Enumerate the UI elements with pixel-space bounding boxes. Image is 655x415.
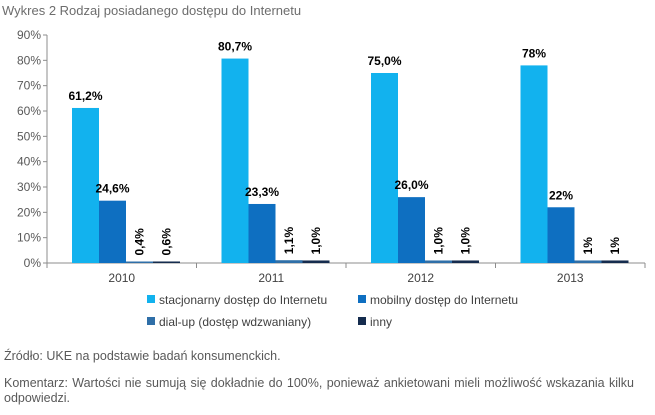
chart-legend: stacjonarny dostęp do Internetu mobilny d… <box>147 293 518 329</box>
bar <box>398 197 425 263</box>
bar <box>302 260 330 263</box>
bar <box>99 200 126 263</box>
y-tick-label: 50% <box>17 129 41 143</box>
x-category-label: 2012 <box>407 271 434 285</box>
bar <box>275 260 303 263</box>
bar <box>520 65 548 264</box>
bar <box>425 260 452 263</box>
bar <box>371 73 398 263</box>
data-label: 1,0% <box>459 227 473 255</box>
y-tick-label: 40% <box>17 155 41 169</box>
data-label: 75,0% <box>367 54 401 68</box>
y-tick-label: 20% <box>17 205 41 219</box>
bar <box>601 260 629 263</box>
y-tick-label: 30% <box>17 180 41 194</box>
y-tick-label: 60% <box>17 104 41 118</box>
data-label: 0,6% <box>160 228 174 256</box>
comment-note: Komentarz: Wartości nie sumują się dokła… <box>4 376 634 405</box>
data-label: 1,0% <box>432 227 446 255</box>
source-note: Źródło: UKE na podstawie badań konsumenc… <box>4 349 281 363</box>
bar <box>452 260 479 263</box>
legend-swatch <box>147 317 155 325</box>
y-tick-label: 0% <box>24 256 42 270</box>
data-label: 78% <box>522 46 546 60</box>
legend-swatch <box>358 295 366 303</box>
data-label: 0,4% <box>133 228 147 256</box>
y-tick-label: 80% <box>17 53 41 67</box>
chart-title: Wykres 2 Rodzaj posiadanego dostępu do I… <box>2 3 302 18</box>
data-label: 22% <box>549 188 573 202</box>
y-tick-label: 90% <box>17 28 41 42</box>
legend-label: stacjonarny dostęp do Internetu <box>159 293 327 307</box>
y-tick-label: 10% <box>17 231 41 245</box>
x-category-label: 2011 <box>258 271 284 285</box>
chart-data-labels: 61,2% 24,6% 0,4% 0,6% 80,7% 23,3% 1,1% 1,0% 75,0… <box>68 40 622 256</box>
chart-axes: 0% 10% 20% 30% 40% 50% 60% 70% 80% 90% 2010 2011 201… <box>17 28 646 285</box>
bar <box>153 261 180 263</box>
legend-swatch <box>147 295 155 303</box>
x-category-label: 2010 <box>108 271 135 285</box>
bar <box>221 58 249 264</box>
data-label: 26,0% <box>394 178 428 192</box>
x-category-label: 2013 <box>557 271 584 285</box>
data-label: 23,3% <box>245 185 279 199</box>
legend-swatch <box>358 317 366 325</box>
legend-label: inny <box>370 315 392 329</box>
bar <box>72 107 99 264</box>
bar <box>574 260 602 263</box>
bar <box>248 203 276 263</box>
bar <box>547 207 575 263</box>
legend-label: mobilny dostęp do Internetu <box>370 293 518 307</box>
legend-label: dial-up (dostęp wdzwaniany) <box>159 315 311 329</box>
chart-bars <box>72 58 629 264</box>
bar-chart: 0% 10% 20% 30% 40% 50% 60% 70% 80% 90% 2010 2011 201… <box>17 28 646 329</box>
data-label: 1% <box>608 237 622 255</box>
data-label: 61,2% <box>68 89 102 103</box>
data-label: 1,1% <box>282 227 296 255</box>
y-tick-label: 70% <box>17 79 41 93</box>
data-label: 1,0% <box>309 227 323 255</box>
data-label: 1% <box>581 237 595 255</box>
data-label: 80,7% <box>218 40 252 54</box>
bar <box>126 261 153 263</box>
data-label: 24,6% <box>95 182 129 196</box>
